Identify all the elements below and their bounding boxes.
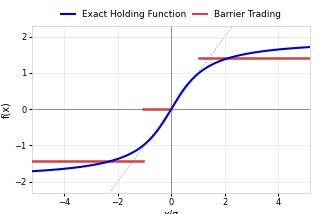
X-axis label: x/σ: x/σ: [164, 210, 179, 214]
Y-axis label: f(x): f(x): [1, 101, 12, 117]
Legend: Exact Holding Function, Barrier Trading: Exact Holding Function, Barrier Trading: [61, 10, 281, 19]
